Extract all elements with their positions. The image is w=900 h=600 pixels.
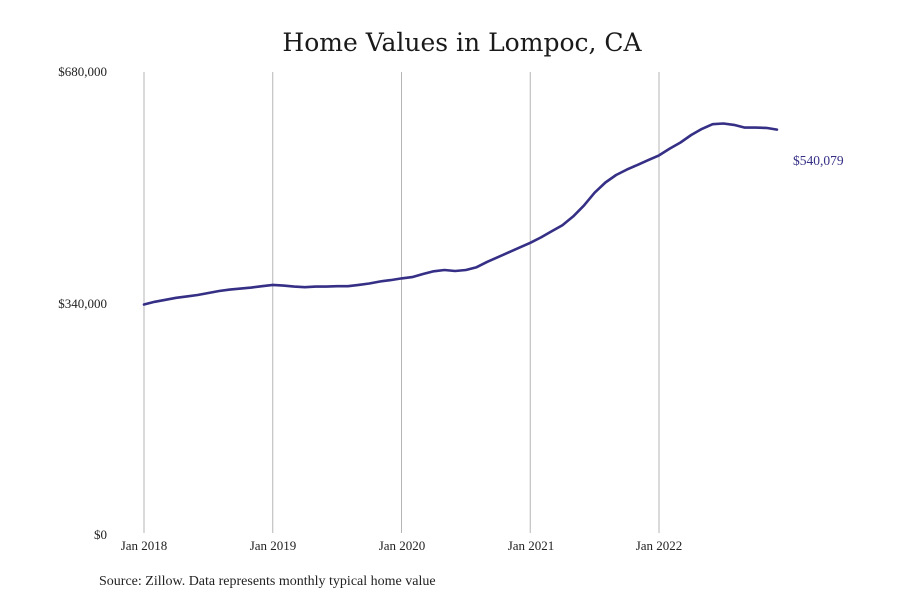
x-tick-label-jan-2018: Jan 2018	[121, 538, 168, 553]
x-tick-label-jan-2022: Jan 2022	[636, 538, 683, 553]
x-tick-label-jan-2020: Jan 2020	[379, 538, 426, 553]
end-value-label: $540,079	[793, 153, 844, 168]
x-gridlines	[143, 72, 660, 533]
x-tick-label-jan-2019: Jan 2019	[250, 538, 297, 553]
y-tick-label-680000: $680,000	[58, 64, 107, 79]
x-tick-label-jan-2021: Jan 2021	[508, 538, 555, 553]
y-tick-label-340000: $340,000	[58, 296, 107, 311]
y-tick-label-0: $0	[94, 527, 107, 542]
series-line-home-values	[142, 122, 779, 306]
chart-title: Home Values in Lompoc, CA	[282, 28, 642, 57]
source-note: Source: Zillow. Data represents monthly …	[99, 574, 436, 589]
